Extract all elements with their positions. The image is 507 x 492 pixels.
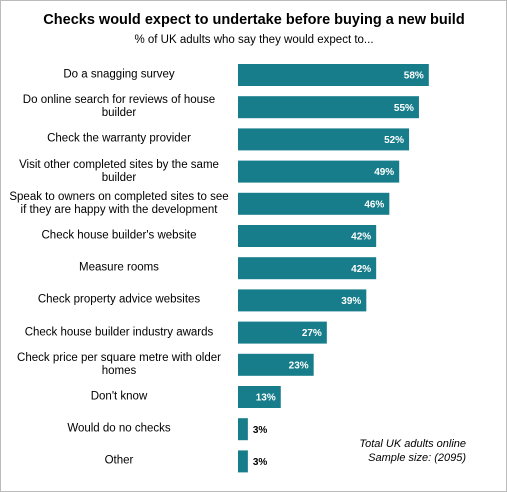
category-label: Measure rooms <box>79 261 159 274</box>
bar <box>238 128 410 151</box>
bar <box>238 257 377 280</box>
category-label: Other <box>104 454 134 467</box>
bar <box>238 450 248 473</box>
category-label: Check the warranty provider <box>47 132 191 145</box>
category-label: Check property advice websites <box>37 293 201 306</box>
category-label: Check price per square metre with older … <box>17 351 221 377</box>
bar <box>238 160 400 183</box>
category-label: Visit other completed sites by the same … <box>19 158 219 184</box>
value-label: 58% <box>404 71 424 82</box>
category-label: Check house builder industry awards <box>24 326 214 339</box>
bar <box>238 418 248 441</box>
bar <box>238 353 314 376</box>
bar <box>238 64 429 86</box>
value-label: 3% <box>253 425 268 436</box>
value-label: 55% <box>394 103 414 114</box>
note: Total UK adults online <box>359 438 466 450</box>
value-label: 3% <box>253 457 268 468</box>
value-label: 39% <box>341 296 361 307</box>
chart-title: Checks would expect to undertake before … <box>43 12 464 28</box>
category-label: Do online search for reviews of house bu… <box>22 94 216 120</box>
value-label: 13% <box>256 393 276 404</box>
chart-subtitle: % of UK adults who say they would expect… <box>134 34 373 46</box>
value-label: 42% <box>351 264 371 275</box>
category-label: Speak to owners on completed sites to se… <box>9 190 229 216</box>
bar <box>238 96 419 119</box>
value-label: 23% <box>289 360 309 371</box>
category-label: Do a snagging survey <box>63 68 175 81</box>
value-label: 46% <box>364 199 384 210</box>
category-label: Would do no checks <box>67 422 171 435</box>
category-label: Don't know <box>90 390 148 403</box>
value-label: 27% <box>302 328 322 339</box>
bar <box>238 225 377 247</box>
value-label: 42% <box>351 232 371 243</box>
bar <box>238 386 281 408</box>
category-label: Check house builder's website <box>41 229 197 242</box>
value-label: 52% <box>384 135 404 146</box>
note: Sample size: (2095) <box>368 452 466 464</box>
bar <box>238 289 367 312</box>
value-label: 49% <box>374 167 394 178</box>
bar <box>238 192 390 215</box>
bar <box>238 321 327 344</box>
